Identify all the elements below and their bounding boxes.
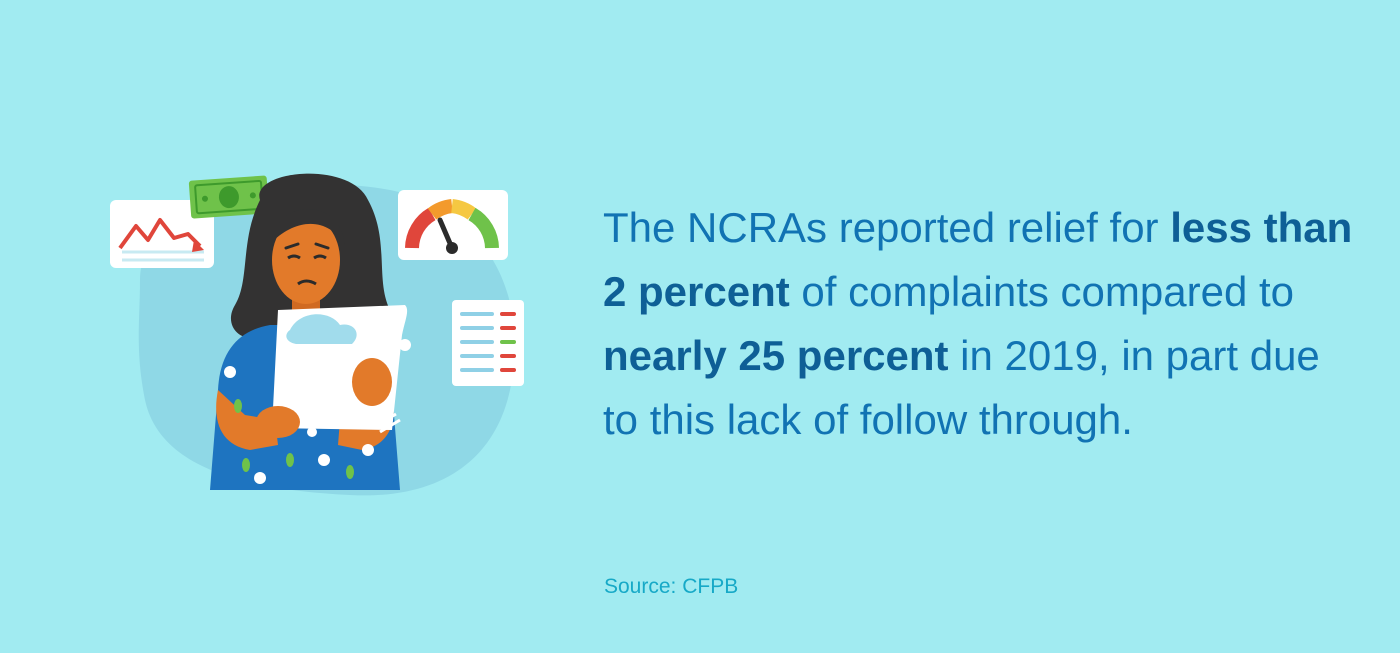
highlight-less-than: less than [1170,204,1353,251]
statement-line-3: nearly 25 percent in 2019, in part due [603,324,1373,388]
statement-line-2: 2 percent of complaints compared to [603,260,1373,324]
statement-text: to this lack of follow through. [603,396,1133,443]
statement-text: of complaints compared to [789,268,1294,315]
report-list-icon [452,300,524,386]
dress-flowers [224,339,411,484]
right-hand [352,358,392,406]
source-citation: Source: CFPB [604,575,739,598]
statement-line-4: to this lack of follow through. [603,388,1373,452]
statement-line-1: The NCRAs reported relief for less than [603,196,1373,260]
money-bill-icon [188,175,269,219]
face [272,216,340,304]
credit-score-gauge-icon [398,190,508,260]
falling-chart-icon [110,200,214,268]
highlight-2-percent: 2 percent [603,268,790,315]
left-arm [216,390,278,450]
highlight-25-percent: nearly 25 percent [603,332,949,379]
worried-woman-illustration [100,160,540,510]
statement-text: The NCRAs reported relief for [603,204,1171,251]
left-hand [256,406,300,438]
statement-text: in 2019, in part due [948,332,1320,379]
headline-statement: The NCRAs reported relief for less than … [603,196,1373,452]
